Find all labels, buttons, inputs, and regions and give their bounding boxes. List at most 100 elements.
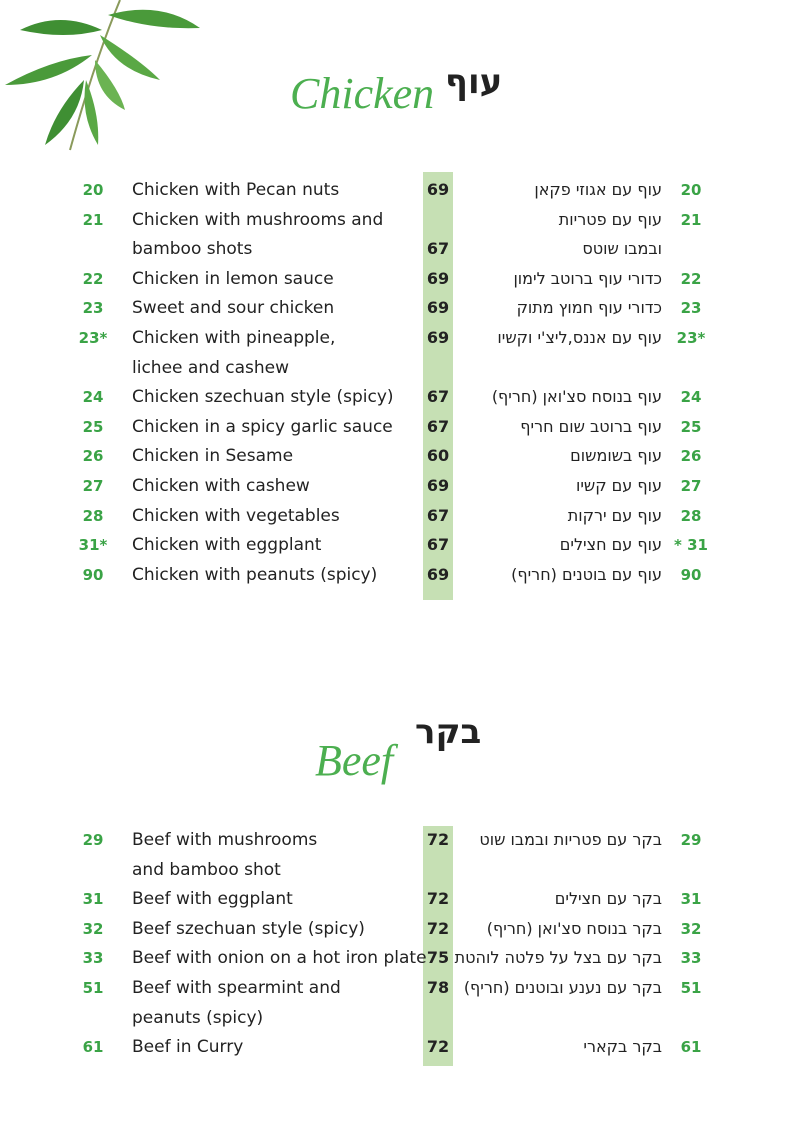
item-price: 69 [426,476,450,495]
item-hebrew: כדורי עוף ברוטב לימון [513,268,662,288]
section-title: עוף [445,62,503,102]
item-number: 21 [82,210,104,229]
item-hebrew: עוף עם בוטנים (חריף) [511,564,662,584]
item-hebrew: בקר בנוסח סצ'ואן (חריף) [486,918,662,938]
item-price: 67 [426,387,450,407]
item-hebrew: בקר עם בצל על פלטה לוהטת [454,948,662,968]
item-english: lichee and cashew [132,357,290,378]
item-number: 23 [82,299,104,318]
item-english: Chicken with pineapple, [132,328,336,348]
item-hebrew: עוף ברוטב שום חריף [520,416,662,436]
item-english: and bamboo shot [132,859,281,880]
item-price: 67 [426,535,450,555]
item-price: 69 [426,298,450,318]
item-hebrew: עוף עם קשיו [575,476,662,495]
item-english: Beef szechuan style (spicy) [132,918,365,939]
item-number-hebrew: 31 [680,890,702,909]
item-number: 24 [82,388,104,407]
item-number-hebrew: 25 [680,417,702,436]
item-english: Chicken with cashew [132,476,310,496]
item-hebrew: כדורי עוף חמוץ מתוק [516,298,662,318]
item-number-hebrew: 33 [680,949,702,968]
item-price: 69 [426,328,450,347]
item-number: 31 [82,890,104,909]
item-english: Chicken with eggplant [132,535,322,556]
item-number-hebrew: 23 [680,299,702,318]
item-english: Beef with mushrooms [132,830,318,850]
item-english: Chicken with vegetables [132,505,340,526]
item-number-hebrew: 90 [680,565,702,584]
item-hebrew: עוף עם חצילים [559,535,662,555]
item-number-hebrew: 23* [676,329,706,347]
item-number: 31* [78,536,108,555]
item-price: 69 [426,180,450,199]
item-hebrew: עוף עם פטריות [558,209,662,229]
item-hebrew: בקר עם פטריות ובמבו שוט [479,830,662,849]
item-english: Beef with onion on a hot iron plate [132,948,427,969]
item-english: peanuts (spicy) [132,1007,264,1028]
price-column [423,826,453,1066]
item-hebrew: עוף בשומשום [570,446,662,466]
item-price: 72 [426,889,450,909]
item-hebrew: עוף עם אננס,ליצ'י וקשיו [497,328,662,347]
item-english: Beef in Curry [132,1037,244,1058]
item-number-hebrew: 51 [680,979,702,997]
item-number-hebrew: 24 [680,388,702,407]
item-hebrew: בקר עם חצילים [554,889,662,909]
item-number: 61 [82,1038,104,1057]
item-english: Beef with eggplant [132,889,293,910]
item-price: 67 [426,505,450,525]
item-number: 51 [82,979,104,997]
item-number-hebrew: 26 [680,447,702,466]
item-number-hebrew: 29 [680,831,702,849]
section-script-title: Chicken [290,69,435,118]
item-number: 25 [82,417,104,436]
leaf-decoration [5,0,200,151]
item-number: 26 [82,447,104,466]
item-price: 69 [426,268,450,288]
item-price: 69 [426,564,450,584]
item-number: 27 [82,477,104,495]
item-price: 72 [426,1037,450,1057]
item-english: bamboo shots [132,239,253,260]
item-number: 90 [82,565,104,584]
item-number: 20 [82,181,104,199]
item-hebrew: ובמבו שוטס [582,239,662,259]
section-title: בקר [415,712,482,752]
item-english: Sweet and sour chicken [132,298,335,319]
item-english: Chicken with mushrooms and [132,209,384,230]
item-hebrew: עוף עם אגוזי פקאן [534,180,662,199]
item-number-hebrew: 32 [680,919,702,938]
item-hebrew: עוף בנוסח סצ'ואן (חריף) [491,387,662,407]
item-number: 22 [82,269,104,288]
item-price: 72 [426,918,450,938]
item-price: 78 [426,978,450,997]
item-english: Chicken with peanuts (spicy) [132,564,378,585]
item-number: 29 [82,831,104,849]
item-english: Chicken with Pecan nuts [132,180,340,200]
item-number-hebrew: 22 [680,269,702,288]
item-english: Chicken in lemon sauce [132,268,334,289]
item-hebrew: בקר עם נענע ובוטנים (חריף) [463,978,662,997]
section-script-title: Beef [315,736,394,785]
item-price: 75 [426,948,450,968]
item-hebrew: עוף עם ירקות [567,505,662,525]
item-number-hebrew: 21 [680,210,702,229]
item-number-hebrew: * 31 [674,536,708,555]
item-number: 33 [82,949,104,968]
item-price: 72 [426,830,450,849]
item-number-hebrew: 61 [680,1038,702,1057]
item-english: Beef with spearmint and [132,978,341,998]
price-column [423,172,453,600]
item-number: 28 [82,506,104,525]
item-number-hebrew: 27 [680,477,702,495]
item-price: 67 [426,416,450,436]
item-number: 32 [82,919,104,938]
item-number-hebrew: 20 [680,181,702,199]
item-english: Chicken in a spicy garlic sauce [132,416,393,437]
item-price: 60 [426,446,450,466]
item-number: 23* [78,329,108,347]
item-english: Chicken in Sesame [132,446,294,467]
item-english: Chicken szechuan style (spicy) [132,387,394,408]
